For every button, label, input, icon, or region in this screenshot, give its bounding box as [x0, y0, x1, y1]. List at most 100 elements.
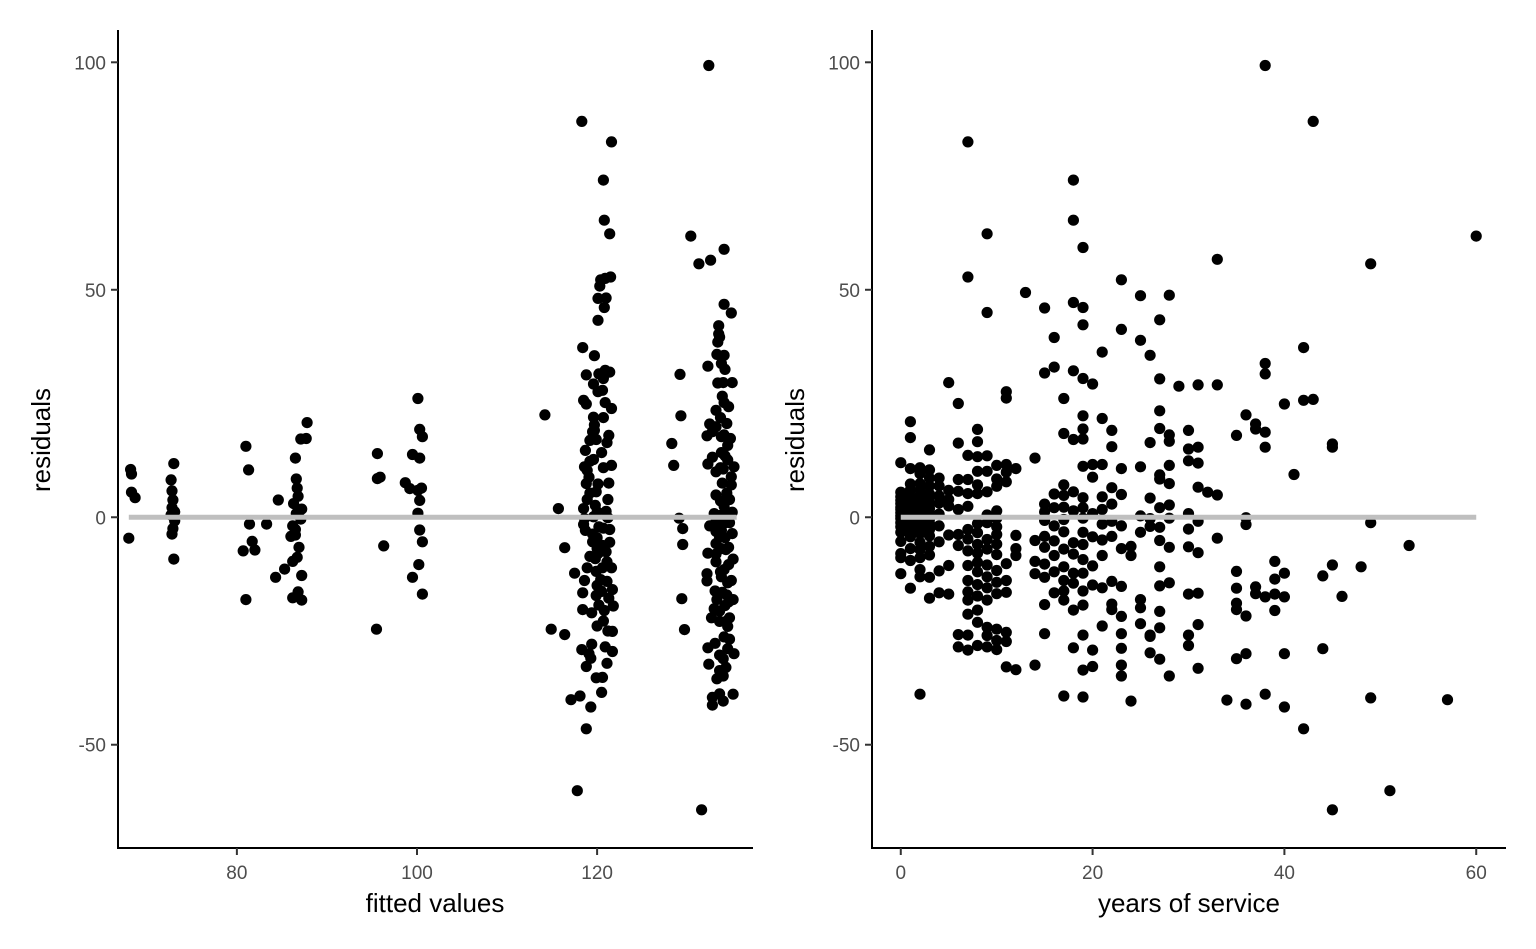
data-point [1039, 571, 1051, 583]
data-point [991, 564, 1003, 577]
data-point [272, 494, 284, 506]
data-point [579, 444, 592, 456]
data-point [1077, 433, 1089, 445]
data-point [1144, 437, 1156, 449]
data-point [1182, 629, 1195, 641]
data-point [1269, 573, 1281, 585]
data-point [981, 559, 993, 571]
data-point [168, 553, 180, 565]
data-point [904, 531, 917, 543]
data-point [1182, 523, 1195, 535]
data-point [933, 587, 945, 599]
data-point [1000, 476, 1012, 488]
data-point [592, 292, 604, 304]
data-point [123, 532, 135, 544]
data-point [971, 566, 984, 578]
data-point [1048, 549, 1060, 562]
data-point [709, 637, 721, 649]
x-tick-label: 100 [401, 863, 433, 884]
data-point [539, 409, 551, 421]
data-point [1259, 368, 1271, 380]
data-point [1192, 619, 1204, 631]
data-point [1010, 529, 1022, 542]
data-point [962, 449, 974, 461]
data-point [981, 450, 993, 462]
data-point [1029, 568, 1041, 580]
data-point [895, 526, 907, 538]
data-point [1182, 639, 1195, 652]
data-point [1067, 567, 1079, 579]
data-point [981, 306, 993, 319]
data-point [923, 540, 936, 553]
data-point [1211, 532, 1223, 544]
data-point [1067, 642, 1079, 654]
data-point [1039, 541, 1051, 553]
data-point [1106, 530, 1118, 543]
data-point [1115, 463, 1127, 475]
data-point [962, 500, 974, 512]
data-point [587, 378, 600, 390]
data-point [1240, 610, 1252, 622]
data-point [716, 477, 728, 489]
data-point [991, 588, 1003, 600]
data-point [1441, 694, 1454, 706]
data-point [723, 612, 736, 624]
data-point [725, 307, 737, 319]
data-point [1000, 635, 1012, 648]
data-point [720, 661, 732, 674]
data-point [1096, 458, 1108, 471]
data-point [243, 518, 256, 530]
data-point [1010, 463, 1022, 475]
data-point [952, 539, 964, 552]
data-point [1192, 547, 1204, 559]
data-point [1058, 585, 1070, 597]
data-point [1365, 692, 1377, 704]
data-point [1058, 594, 1070, 606]
data-point [1077, 567, 1089, 579]
data-point [1087, 471, 1099, 483]
data-point [1163, 435, 1175, 447]
data-point [696, 804, 708, 816]
data-point [991, 576, 1003, 588]
data-point [971, 488, 984, 500]
data-point [414, 524, 426, 536]
data-point [1115, 642, 1127, 654]
data-point [678, 624, 691, 636]
data-point [1115, 580, 1127, 593]
data-point [414, 452, 426, 464]
data-point [585, 701, 597, 713]
data-point [895, 535, 907, 548]
data-point [605, 271, 617, 283]
data-point [165, 474, 177, 486]
data-point [1154, 473, 1166, 485]
data-point [598, 604, 610, 617]
data-point [724, 432, 737, 445]
data-point [1144, 647, 1156, 659]
data-point [603, 429, 615, 441]
data-point [580, 723, 592, 735]
data-point [1000, 661, 1012, 673]
data-point [1058, 543, 1070, 555]
data-point [301, 417, 313, 429]
data-point [1125, 540, 1137, 553]
data-point [1240, 409, 1252, 421]
data-point [596, 384, 609, 396]
y-tick-label: 0 [849, 508, 860, 529]
data-point [578, 503, 590, 515]
data-point [1058, 489, 1070, 501]
data-point [991, 459, 1003, 471]
data-point [371, 448, 383, 460]
data-point [1000, 558, 1012, 570]
data-point [129, 492, 141, 504]
data-point [1067, 174, 1079, 186]
data-point [971, 479, 984, 491]
data-point [1134, 594, 1147, 606]
data-point [1154, 422, 1166, 435]
data-point [991, 634, 1003, 647]
x-tick-label: 0 [895, 863, 906, 884]
data-point [1163, 670, 1175, 682]
y-tick-label: 50 [839, 281, 860, 302]
data-point [559, 629, 571, 641]
data-point [703, 59, 715, 72]
